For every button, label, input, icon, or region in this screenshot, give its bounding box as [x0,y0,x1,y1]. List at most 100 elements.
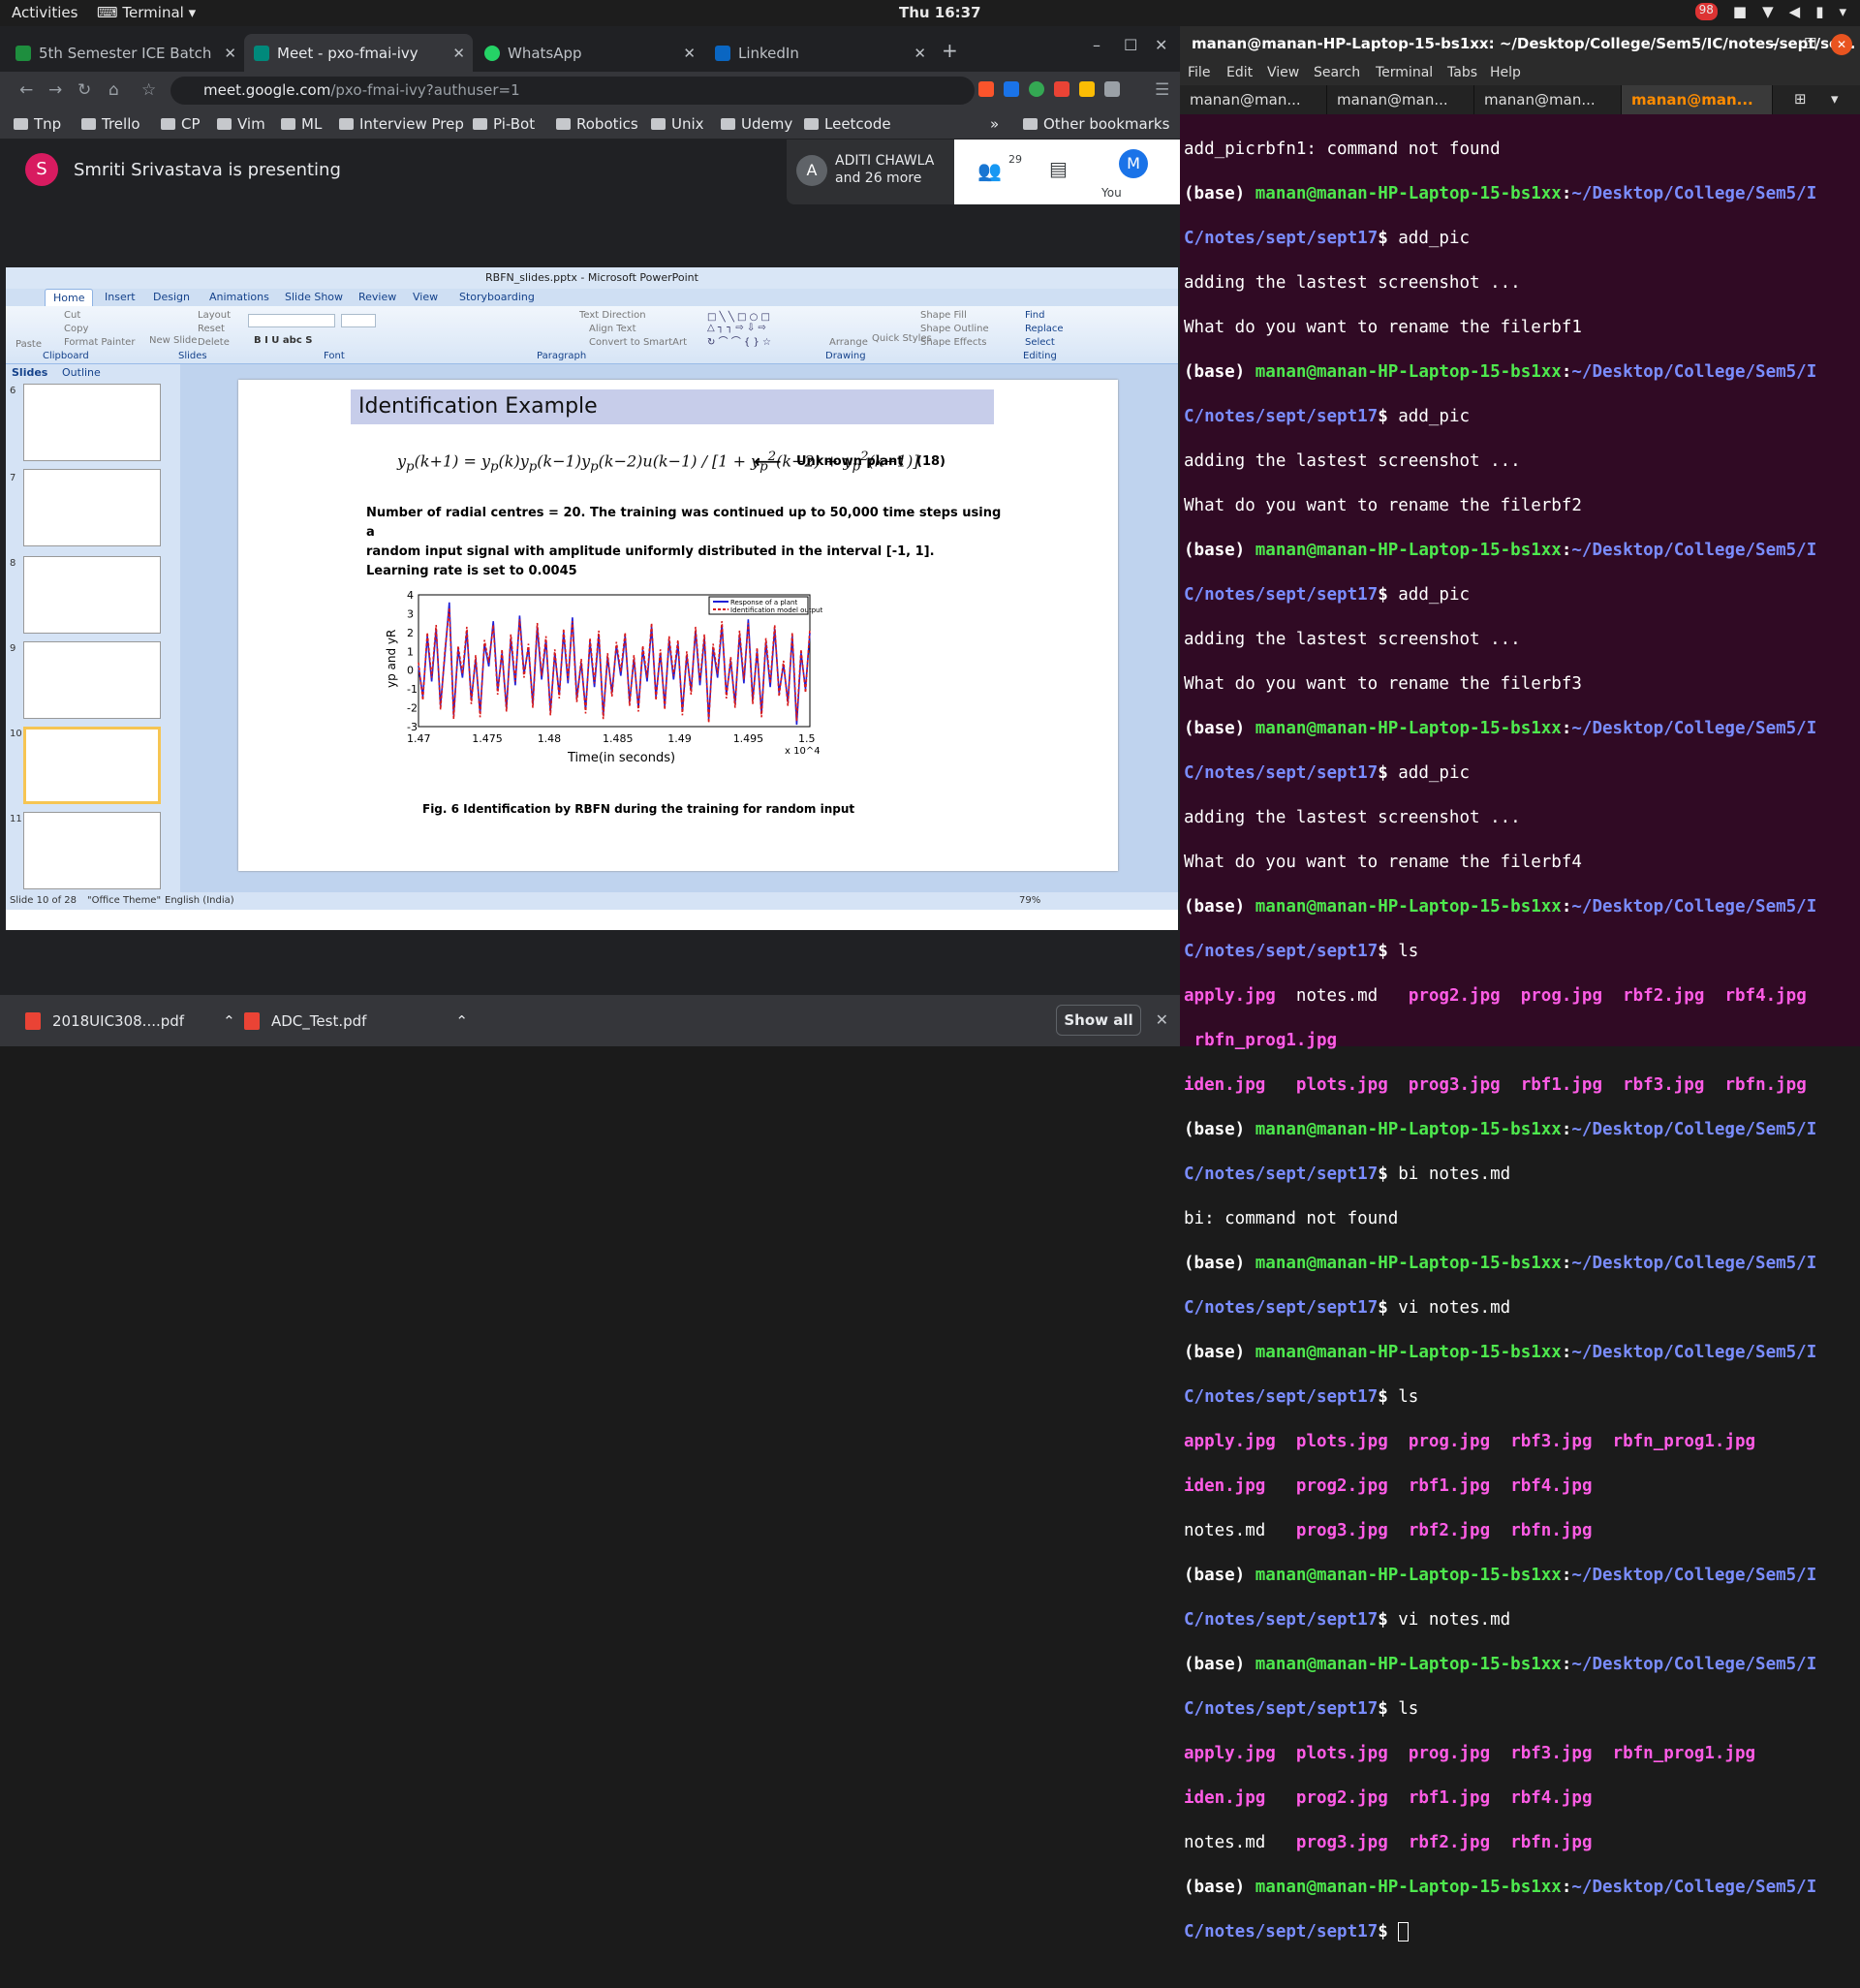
close-icon[interactable]: ✕ [914,44,926,62]
align-text-button[interactable]: Align Text [589,324,636,334]
slide-thumb-8[interactable] [23,556,161,634]
tab-slide-show[interactable]: Slide Show [285,291,344,303]
paste-button[interactable]: Paste [16,339,42,350]
forward-button[interactable]: → [48,80,63,100]
slide-thumb-10[interactable] [23,727,161,804]
cut-button[interactable]: Cut [64,310,81,321]
pane-tab-slides[interactable]: Slides [12,366,48,379]
tab-design[interactable]: Design [153,291,190,303]
chevron-up-icon[interactable]: ⌃ [223,1012,235,1030]
shape-fill-button[interactable]: Shape Fill [920,310,967,321]
pane-tab-outline[interactable]: Outline [62,366,101,379]
terminal-tab-2[interactable]: manan@man... [1327,85,1474,114]
terminal-output[interactable]: add_picrbfn1: command not found (base) m… [1184,116,1852,1988]
extension-icon[interactable] [1104,81,1120,97]
maximize-button[interactable]: ☐ [1804,35,1817,52]
bookmarks-overflow-button[interactable]: » [990,115,1000,133]
menu-file[interactable]: File [1188,65,1211,80]
slide-thumb-9[interactable] [23,641,161,719]
bookmark-leetcode[interactable]: Leetcode [804,115,891,133]
grammarly-icon[interactable] [1029,81,1044,97]
brave-icon[interactable] [978,81,994,97]
text-direction-button[interactable]: Text Direction [579,310,646,321]
terminal-tab-3[interactable]: manan@man... [1474,85,1622,114]
download-item[interactable]: ADC_Test.pdf ⌃ [244,995,468,1047]
tab-whatsapp[interactable]: WhatsApp ✕ [475,34,703,72]
tab-home[interactable]: Home [45,289,94,306]
close-window-button[interactable]: ✕ [1831,34,1852,55]
menu-icon[interactable]: ☰ [1155,80,1170,100]
close-icon[interactable]: ✕ [1155,1010,1168,1029]
new-tab-button[interactable]: + [942,39,958,62]
bookmark-pi-bot[interactable]: Pi-Bot [473,115,535,133]
notification-badge[interactable]: 98 [1694,3,1718,20]
extension-icon[interactable] [1079,81,1095,97]
slide-thumb-11[interactable] [23,812,161,889]
new-tab-icon[interactable]: ⊞ [1794,90,1807,108]
bookmark-trello[interactable]: Trello [81,115,140,133]
select-button[interactable]: Select [1025,337,1055,348]
close-icon[interactable]: ✕ [224,44,236,62]
replace-button[interactable]: Replace [1025,324,1064,334]
self-avatar[interactable]: M [1119,149,1148,178]
close-window-button[interactable]: ✕ [1155,36,1168,54]
reload-button[interactable]: ↻ [78,80,92,100]
menu-tabs[interactable]: Tabs [1447,65,1477,80]
bookmark-udemy[interactable]: Udemy [721,115,792,133]
bookmark-vim[interactable]: Vim [217,115,265,133]
tab-ice-batch[interactable]: 5th Semester ICE Batch ✕ [6,34,244,72]
font-name-input[interactable] [248,314,335,327]
tab-meet[interactable]: Meet - pxo-fmai-ivy ✕ [244,34,473,72]
extension-icon[interactable] [1054,81,1070,97]
back-button[interactable]: ← [19,80,34,100]
find-button[interactable]: Find [1025,310,1045,321]
close-icon[interactable]: ✕ [452,44,465,62]
chevron-up-icon[interactable]: ⌃ [455,1012,468,1030]
tab-animations[interactable]: Animations [209,291,269,303]
bookmark-robotics[interactable]: Robotics [556,115,638,133]
bookmark-interview-prep[interactable]: Interview Prep [339,115,464,133]
shape-effects-button[interactable]: Shape Effects [920,337,987,348]
font-size-input[interactable] [341,314,376,327]
maximize-button[interactable]: ☐ [1124,36,1138,54]
close-icon[interactable]: ✕ [683,44,696,62]
zoom-level[interactable]: 79% [1019,895,1041,906]
copy-button[interactable]: Copy [64,324,89,334]
slide-thumb-7[interactable] [23,469,161,546]
tab-linkedin[interactable]: LinkedIn ✕ [705,34,934,72]
people-icon[interactable]: 👥 [977,159,1002,182]
shape-outline-button[interactable]: Shape Outline [920,324,989,334]
download-item[interactable]: 2018UIC308....pdf ⌃ [25,995,235,1047]
delete-button[interactable]: Delete [198,337,230,348]
address-bar[interactable]: meet.google.com/pxo-fmai-ivy?authuser=1 [170,77,975,105]
layout-button[interactable]: Layout [198,310,231,321]
tab-storyboarding[interactable]: Storyboarding [459,291,535,303]
home-button[interactable]: ⌂ [108,80,119,100]
bookmark-ml[interactable]: ML [281,115,322,133]
menu-search[interactable]: Search [1314,65,1361,80]
extension-icon[interactable] [1004,81,1019,97]
minimize-button[interactable]: – [1771,35,1779,52]
shapes-gallery[interactable]: □ ╲ ╲ □ ○ □ △ ┐ ┐ ⇨ ⇩ ⇨ ↻ ⌒ ⌒ { } ☆ [707,312,771,348]
reset-button[interactable]: Reset [198,324,225,334]
extensions[interactable] [978,81,1120,97]
format-painter-button[interactable]: Format Painter [64,337,136,348]
tab-view[interactable]: View [413,291,439,303]
current-slide[interactable]: Identification Example yp(k+1) = yp(k)yp… [238,380,1118,871]
clock[interactable]: Thu 16:37 [899,4,981,21]
quick-styles-button[interactable]: Quick Styles [872,333,932,344]
participant-tile[interactable]: A ADITI CHAWLA and 26 more [787,140,954,204]
menu-help[interactable]: Help [1490,65,1521,80]
bookmark-star-icon[interactable]: ☆ [141,80,157,100]
terminal-tab-1[interactable]: manan@man... [1180,85,1327,114]
menu-view[interactable]: View [1267,65,1300,80]
chat-icon[interactable]: ▤ [1049,157,1068,180]
slide-thumb-6[interactable] [23,384,161,461]
tabs-menu-icon[interactable]: ▾ [1831,90,1839,108]
app-menu[interactable]: ⌨ Terminal ▾ [97,4,197,21]
convert-smartart-button[interactable]: Convert to SmartArt [589,337,688,348]
menu-edit[interactable]: Edit [1226,65,1254,80]
activities-button[interactable]: Activities [12,4,78,21]
bookmark-cp[interactable]: CP [161,115,201,133]
tab-insert[interactable]: Insert [105,291,136,303]
